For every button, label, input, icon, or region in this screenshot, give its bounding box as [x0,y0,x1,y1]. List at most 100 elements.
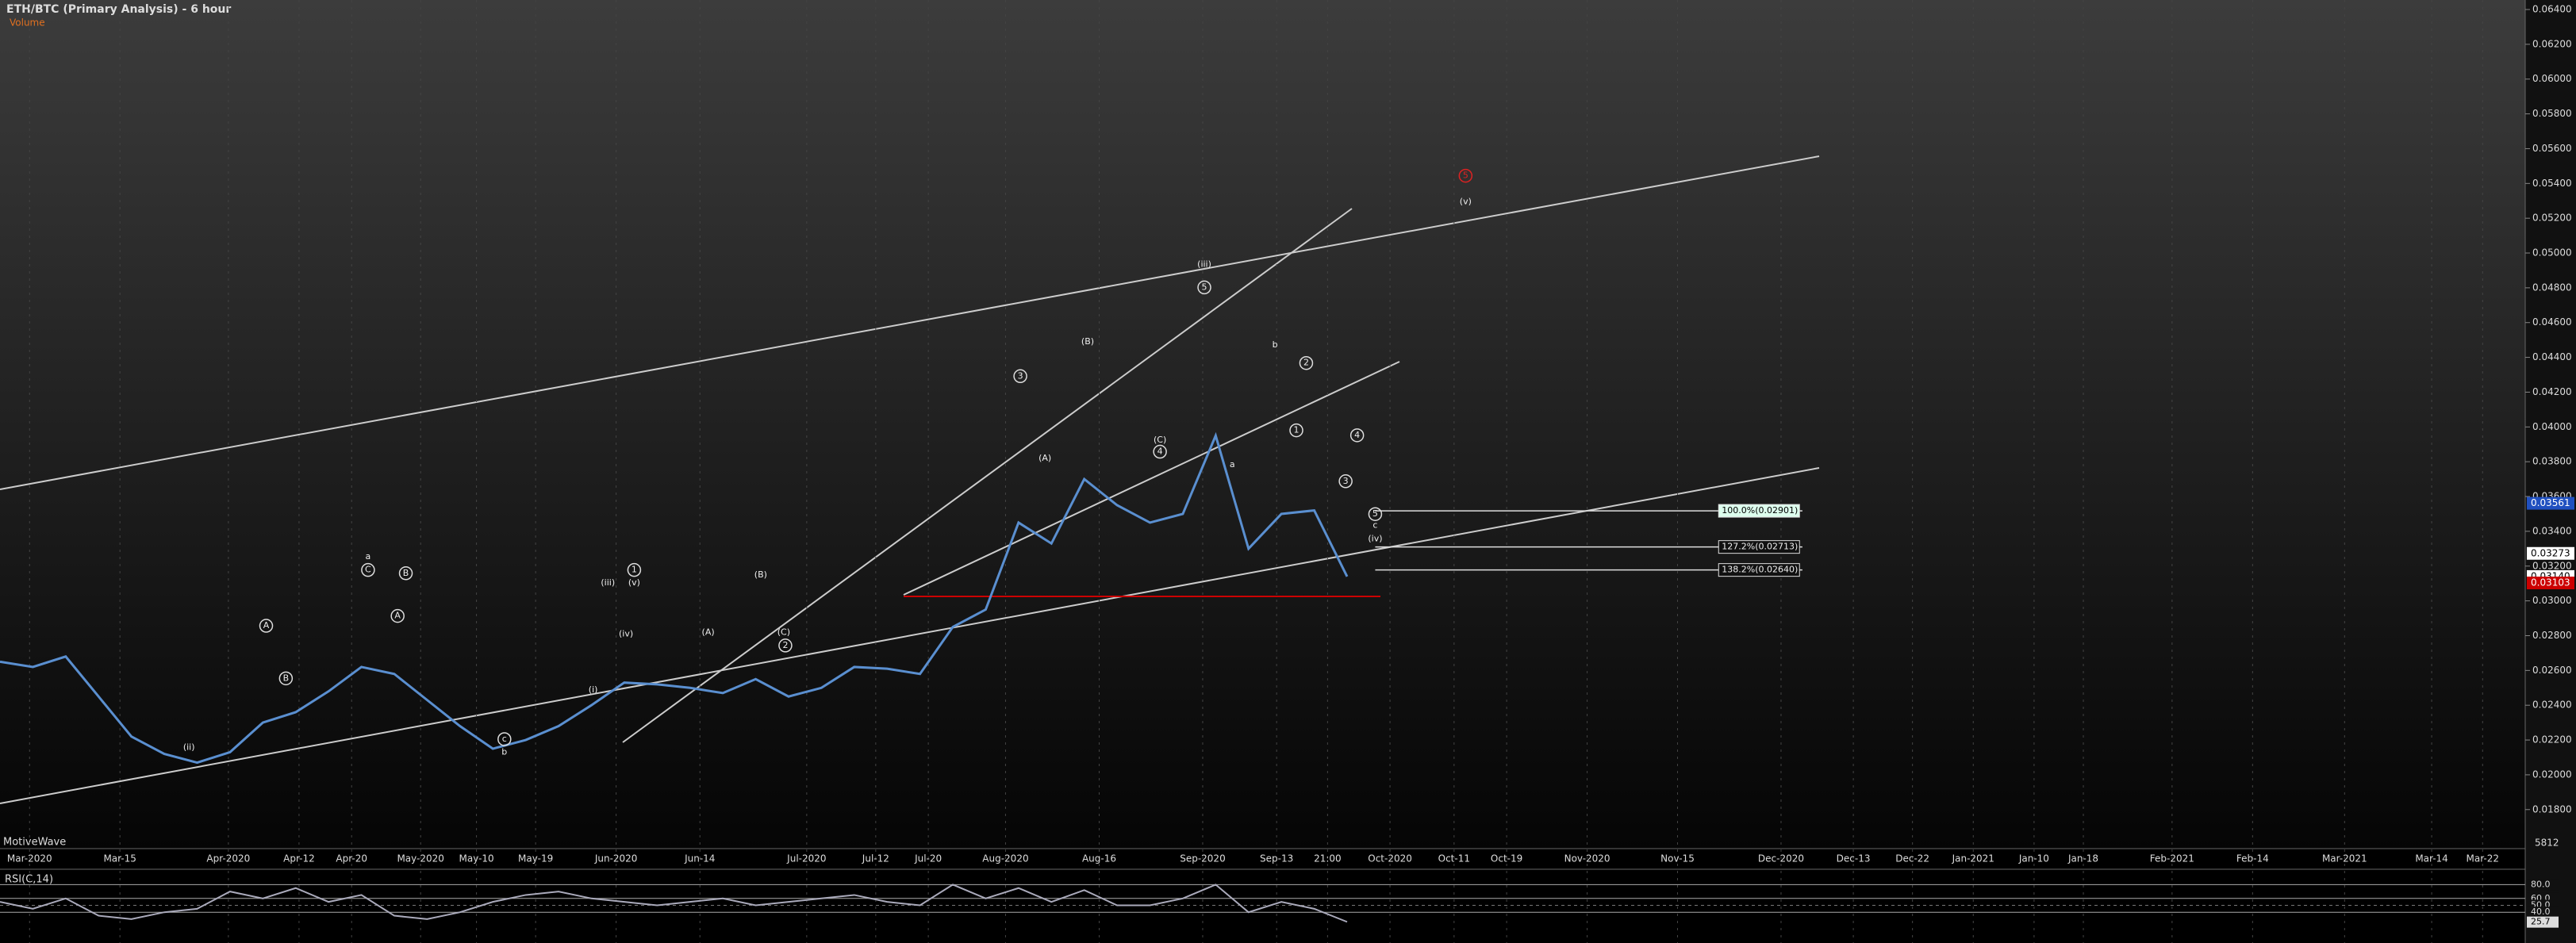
legend: Volume [10,17,45,29]
wave-circle [278,671,294,686]
wave-circle [778,638,793,653]
price-tick-label: 0.02200 [2532,734,2572,746]
wave-label: (C) [777,627,790,637]
price-tick-label: 0.05200 [2532,213,2572,224]
wave-label: B [283,673,290,683]
wave-label: (i) [589,684,598,695]
wave-label: (iv) [619,628,633,638]
wave-label: a [366,551,371,562]
price-tick-label: 0.04200 [2532,386,2572,397]
time-label: May-19 [518,853,553,864]
time-label: Dec-2020 [1758,853,1804,864]
price-tick-label: 0.05600 [2532,143,2572,154]
chart-bg [0,0,2525,849]
wave-label: 3 [1343,476,1349,486]
price-tick-label: 0.03000 [2532,595,2572,606]
time-label: Jun-2020 [594,853,638,864]
wave-label: 1 [632,565,637,575]
wave-circle [1013,369,1027,384]
wave-circle [1289,423,1303,438]
time-label: Apr-12 [283,853,315,864]
wave-circle [1153,444,1167,459]
wave-label: 4 [1157,447,1163,457]
time-label: Aug-16 [1082,853,1116,864]
rsi-tick-label: 80.0 [2531,879,2551,889]
wave-label: 2 [782,640,788,650]
wave-label: (A) [1038,453,1051,463]
price-tick-label: 0.03400 [2532,525,2572,536]
time-label: Apr-20 [336,853,367,864]
fib-label: 127.2%(0.02713) [1722,542,1798,552]
price-tick-label: 0.06000 [2532,73,2572,84]
fib-box [1718,563,1800,577]
wave-label: c [1372,520,1377,531]
wave-label: A [263,620,270,631]
price-marker-label: 0.03273 [2531,547,2570,558]
time-label: May-2020 [397,853,443,864]
wave-label: C [365,565,371,575]
wave-label: b [1273,339,1278,350]
wave-circle [1349,428,1365,443]
price-marker [2527,577,2574,590]
price-tick-label: 0.06200 [2532,38,2572,49]
price-tick-label: 0.02400 [2532,700,2572,711]
price-tick-label: 0.02000 [2532,769,2572,780]
time-label: Feb-2021 [2150,853,2194,864]
time-label: Oct-19 [1491,853,1522,864]
wave-label: 2 [1303,358,1309,368]
time-label: Jul-12 [862,853,889,864]
wave-label: (B) [1081,336,1094,347]
wave-label: 3 [1018,370,1023,381]
fib-label: 138.2%(0.02640) [1722,565,1798,575]
wave-label: (v) [628,577,640,588]
wave-circle [1458,168,1473,183]
rsi-line [0,884,1348,923]
wave-label: (ii) [183,742,195,752]
wave-label: 5 [1463,171,1468,181]
time-label: Sep-13 [1260,853,1293,864]
wave-label: c [502,734,507,744]
time-label: Oct-2020 [1368,853,1412,864]
wave-label: A [394,611,401,621]
wave-circle [1197,280,1211,295]
time-label: 21:00 [1314,853,1342,864]
time-label: Nov-2020 [1564,853,1610,864]
wave-circle [259,619,274,633]
wave-label: (A) [702,627,715,637]
price-tick-label: 0.02800 [2532,630,2572,641]
time-label: Dec-13 [1837,853,1871,864]
time-label: Aug-2020 [982,853,1028,864]
price-tick-label: 0.04800 [2532,282,2572,293]
rsi-tick-label: 40.0 [2531,907,2551,917]
time-label: Mar-15 [103,853,136,864]
wave-circle [398,566,413,581]
price-tick-label: 0.03800 [2532,456,2572,467]
wave-label: 5 [1372,508,1378,519]
trendlines [0,155,1820,804]
time-label: Jan-18 [2067,853,2098,864]
rsi-tick-label: 25.7 [2531,917,2551,927]
price-tick-label: 0.02600 [2532,665,2572,676]
title: ETH/BTC (Primary Analysis) - 6 hour [6,3,231,16]
price-tick-label: 0.05400 [2532,178,2572,189]
wave-label: B [403,568,409,578]
time-label: May-10 [459,853,493,864]
time-label: Jul-2020 [786,853,826,864]
time-label: Mar-2021 [2322,853,2367,864]
fib-label: 100.0%(0.02901) [1722,505,1798,516]
price-tick-label: 0.01800 [2532,803,2572,815]
price-tick-label: 0.05800 [2532,108,2572,119]
time-label: Oct-11 [1438,853,1470,864]
rsi-tick-bg [2527,907,2559,918]
time-label: Apr-2020 [206,853,250,864]
time-label: Nov-15 [1660,853,1695,864]
axis-bg [2525,0,2576,943]
fib-box [1718,504,1800,518]
time-label: Jan-2021 [1952,853,1994,864]
wave-circle [1368,507,1383,521]
price-tick-label: 0.04000 [2532,421,2572,432]
wave-label: 1 [1294,425,1300,435]
time-label: Mar-14 [2415,853,2447,864]
